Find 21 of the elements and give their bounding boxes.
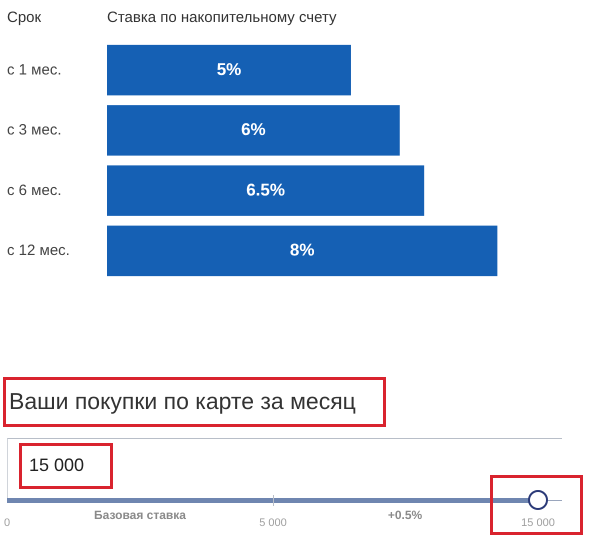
data-label: 6% [241, 120, 266, 140]
bar [107, 226, 498, 276]
bar [107, 44, 351, 96]
data-label: 5% [216, 60, 242, 79]
bar [107, 165, 424, 216]
y-axis-title: Срок [7, 9, 42, 26]
y-tick-label: с 6 мес. [7, 182, 62, 199]
text: Ваши покупки по карте за месяц [9, 388, 356, 415]
y-tick-label: с 12 мес. [7, 242, 70, 260]
text: 15 000 [520, 517, 556, 529]
y-tick-label: с 1 мес. [7, 61, 62, 78]
bar [107, 105, 400, 156]
chart-title: Ставка по накопительному счету [107, 9, 337, 26]
text: 0 [2, 517, 12, 529]
data-label: 6.5% [246, 180, 285, 200]
text: +0.5% [386, 508, 424, 522]
text: 5 000 [258, 517, 288, 529]
text: Базовая ставка [93, 508, 187, 522]
text: 15 000 [29, 455, 84, 476]
y-tick-label: с 3 мес. [7, 122, 62, 139]
data-label: 8% [290, 240, 314, 260]
